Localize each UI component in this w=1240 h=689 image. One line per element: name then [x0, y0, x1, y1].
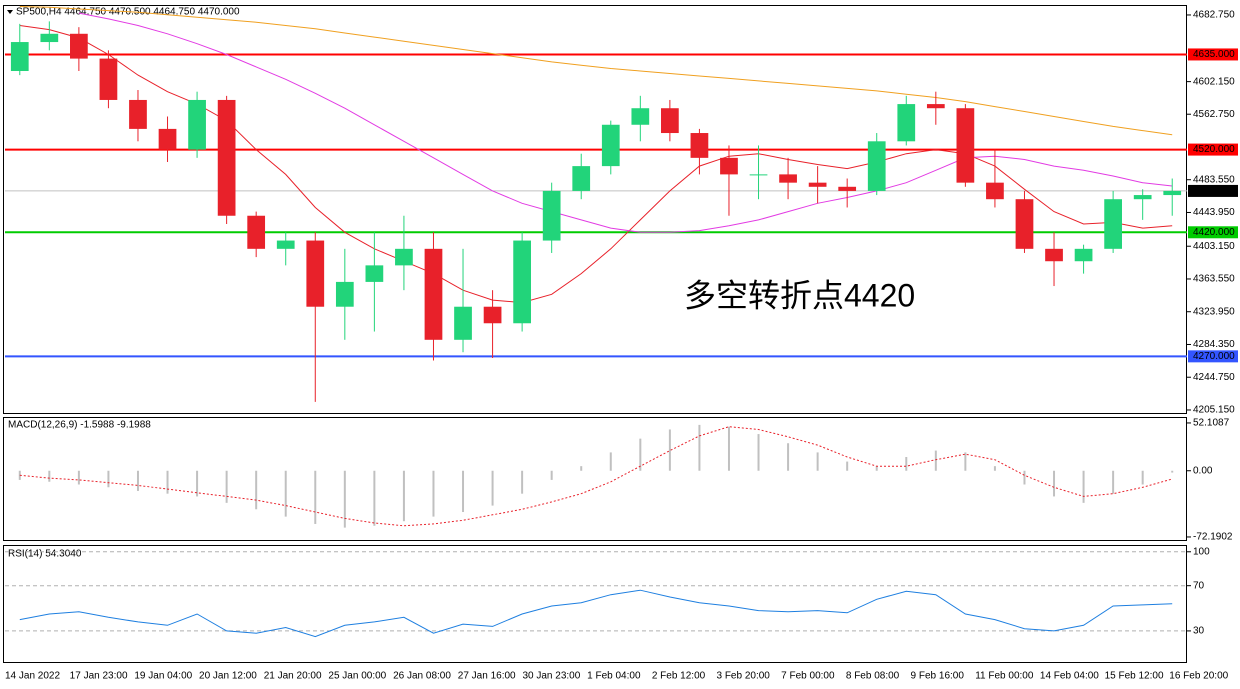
- y-tick-label: 4562.750: [1193, 109, 1235, 120]
- candle-body: [217, 99, 236, 216]
- macd-title: MACD(12,26,9) -1.5988 -9.1988: [8, 420, 151, 431]
- candle-body: [1015, 199, 1034, 249]
- candle-body: [956, 108, 975, 183]
- candle-body: [365, 265, 384, 282]
- rsi-line: [19, 589, 1173, 638]
- candle-body: [276, 240, 295, 249]
- candle-body: [188, 99, 206, 150]
- candle-body: [749, 174, 768, 176]
- current-price-label: 4470.000: [1193, 186, 1235, 197]
- x-tick-label: 16 Feb 20:00: [1169, 671, 1228, 682]
- y-tick-label: 52.1087: [1193, 418, 1230, 429]
- x-tick-label: 14 Feb 04:00: [1040, 671, 1099, 682]
- annotation: 多空转折点4420: [684, 277, 915, 313]
- y-tick-label: 4483.550: [1193, 174, 1235, 185]
- level-label: 4520.000: [1193, 144, 1235, 155]
- candle-body: [986, 182, 1004, 200]
- x-tick-label: 17 Jan 23:00: [70, 671, 128, 682]
- moving-average: [19, 6, 1173, 136]
- level-label-box: [1188, 226, 1238, 239]
- candle-body: [424, 248, 443, 340]
- rsi-panel: [3, 545, 1187, 663]
- y-tick-label: 4443.950: [1193, 207, 1235, 218]
- candle-body: [40, 33, 59, 43]
- x-tick-label: 2 Feb 12:00: [652, 671, 706, 682]
- x-tick-label: 15 Feb 12:00: [1105, 671, 1164, 682]
- x-tick-label: 27 Jan 16:00: [458, 671, 516, 682]
- candle-body: [897, 104, 916, 142]
- candle-body: [10, 42, 29, 72]
- y-tick-label: 30: [1193, 626, 1205, 637]
- candle-body: [926, 104, 945, 109]
- candle-body: [306, 240, 325, 307]
- x-tick-label: 19 Jan 04:00: [134, 671, 192, 682]
- moving-average: [19, 25, 1173, 304]
- y-tick-label: 4323.950: [1193, 306, 1235, 317]
- candle-body: [70, 33, 88, 59]
- y-tick-label: 70: [1193, 580, 1205, 591]
- candle-body: [454, 306, 472, 340]
- candle-body: [395, 248, 413, 266]
- candle-body: [720, 157, 738, 175]
- level-label-box: [1188, 48, 1238, 61]
- y-tick-label: 100: [1193, 546, 1210, 557]
- candle-body: [335, 281, 354, 307]
- candle-body: [1074, 248, 1093, 262]
- candle-body: [690, 133, 709, 158]
- macd-signal: [19, 426, 1173, 527]
- x-tick-label: 11 Feb 00:00: [975, 671, 1034, 682]
- candle-body: [247, 215, 266, 249]
- x-tick-label: 7 Feb 00:00: [781, 671, 835, 682]
- candle-body: [601, 124, 620, 167]
- y-tick-label: 4363.550: [1193, 274, 1235, 285]
- candle-body: [1163, 190, 1182, 196]
- rsi-title: RSI(14) 54.3040: [8, 549, 82, 560]
- candle-body: [661, 108, 679, 134]
- level-label: 4635.000: [1193, 49, 1235, 60]
- candle-body: [1133, 195, 1152, 200]
- candle-body: [158, 128, 177, 150]
- x-tick-label: 30 Jan 23:00: [522, 671, 580, 682]
- x-tick-label: 21 Jan 20:00: [264, 671, 322, 682]
- level-label-box: [1188, 143, 1238, 156]
- candle-body: [779, 174, 797, 183]
- candle-body: [542, 190, 561, 241]
- candle-body: [808, 182, 827, 187]
- y-tick-label: 4205.150: [1193, 405, 1235, 416]
- candle-body: [631, 108, 650, 125]
- candle-body: [129, 99, 147, 129]
- candle-body: [483, 306, 502, 324]
- x-tick-label: 14 Jan 2022: [5, 671, 60, 682]
- candle-body: [1104, 199, 1122, 249]
- x-tick-label: 9 Feb 16:00: [911, 671, 965, 682]
- candle-body: [572, 166, 591, 191]
- candle-body: [99, 58, 118, 100]
- y-tick-label: 4682.750: [1193, 10, 1235, 21]
- x-tick-label: 26 Jan 08:00: [393, 671, 451, 682]
- y-tick-label: 4602.150: [1193, 76, 1235, 87]
- x-tick-label: 3 Feb 20:00: [716, 671, 770, 682]
- level-label: 4270.000: [1193, 351, 1235, 362]
- y-tick-label: 4403.150: [1193, 241, 1235, 252]
- macd-panel: [3, 417, 1187, 541]
- x-tick-label: 1 Feb 04:00: [587, 671, 641, 682]
- current-price-box: [1188, 184, 1238, 197]
- level-label: 4420.000: [1193, 227, 1235, 238]
- x-tick-label: 8 Feb 08:00: [846, 671, 900, 682]
- y-tick-label: 4284.350: [1193, 339, 1235, 350]
- x-tick-label: 25 Jan 00:00: [328, 671, 386, 682]
- level-label-box: [1188, 350, 1238, 363]
- menu-triangle: [7, 10, 13, 14]
- candle-body: [1045, 248, 1063, 262]
- candle-body: [513, 240, 531, 324]
- x-tick-label: 20 Jan 12:00: [199, 671, 257, 682]
- moving-average: [78, 12, 1173, 233]
- candle-body: [838, 186, 857, 191]
- y-tick-label: 4244.750: [1193, 372, 1235, 383]
- main-panel: [3, 5, 1187, 414]
- candle-body: [867, 141, 886, 191]
- y-tick-label: 0.00: [1193, 465, 1213, 476]
- y-tick-label: -72.1902: [1193, 532, 1233, 543]
